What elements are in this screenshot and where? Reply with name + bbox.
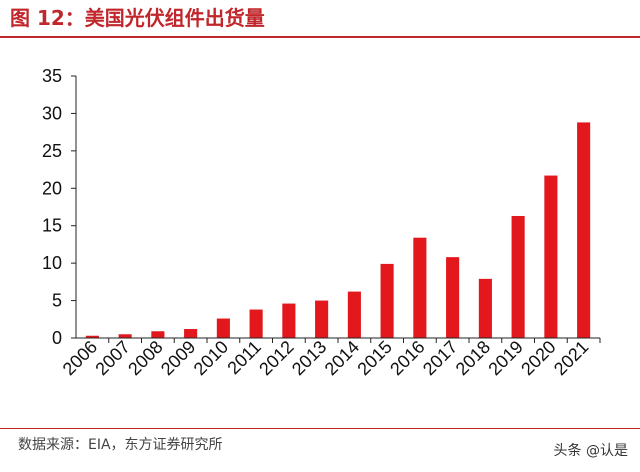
title-divider: [0, 36, 640, 38]
x-tick-label: 2014: [321, 337, 363, 379]
x-tick-label: 2018: [452, 337, 494, 379]
x-tick-label: 2016: [386, 337, 428, 379]
x-tick-label: 2020: [517, 337, 559, 379]
x-tick-label: 2019: [484, 337, 526, 379]
y-tick-label: 20: [42, 178, 62, 198]
bar: [151, 331, 165, 338]
bar: [446, 257, 460, 338]
x-tick-label: 2011: [223, 337, 265, 379]
y-tick-label: 35: [42, 66, 62, 86]
y-tick-label: 15: [42, 216, 62, 236]
y-tick-label: 10: [42, 253, 62, 273]
chart-title: 图 12：美国光伏组件出货量: [10, 6, 265, 30]
x-tick-label: 2010: [190, 337, 232, 379]
x-tick-label: 2015: [353, 337, 395, 379]
x-tick-label: 2008: [124, 337, 166, 379]
bar: [577, 122, 591, 338]
y-tick-label: 25: [42, 141, 62, 161]
bar: [544, 175, 558, 338]
y-tick-label: 5: [52, 291, 62, 311]
watermark: 头条 @认是: [553, 443, 628, 459]
bar: [85, 335, 99, 338]
y-tick-label: 0: [52, 328, 62, 348]
bar: [478, 278, 492, 338]
bar: [184, 329, 198, 338]
x-tick-label: 2012: [255, 337, 297, 379]
x-tick-label: 2017: [419, 337, 461, 379]
x-tick-label: 2006: [59, 337, 101, 379]
bar: [249, 309, 263, 338]
x-tick-label: 2013: [288, 337, 330, 379]
y-tick-label: 30: [42, 103, 62, 123]
footer-divider: [0, 428, 640, 429]
bar-series: [85, 122, 591, 338]
source-note: 数据来源：EIA，东方证券研究所: [18, 437, 223, 453]
bar: [413, 237, 427, 338]
x-tick-label: 2021: [550, 337, 592, 379]
bar: [315, 300, 329, 338]
bar: [347, 291, 361, 338]
bar: [282, 303, 296, 338]
x-axis: 2006200720082009201020112012201320142015…: [59, 337, 601, 379]
bar: [380, 263, 394, 338]
y-axis: 0 5 10 15 20 25 30 35: [42, 66, 76, 348]
x-tick-label: 2009: [157, 337, 199, 379]
bar: [118, 334, 132, 338]
bar: [511, 215, 525, 338]
x-tick-label: 2007: [91, 337, 133, 379]
bar: [216, 318, 230, 338]
